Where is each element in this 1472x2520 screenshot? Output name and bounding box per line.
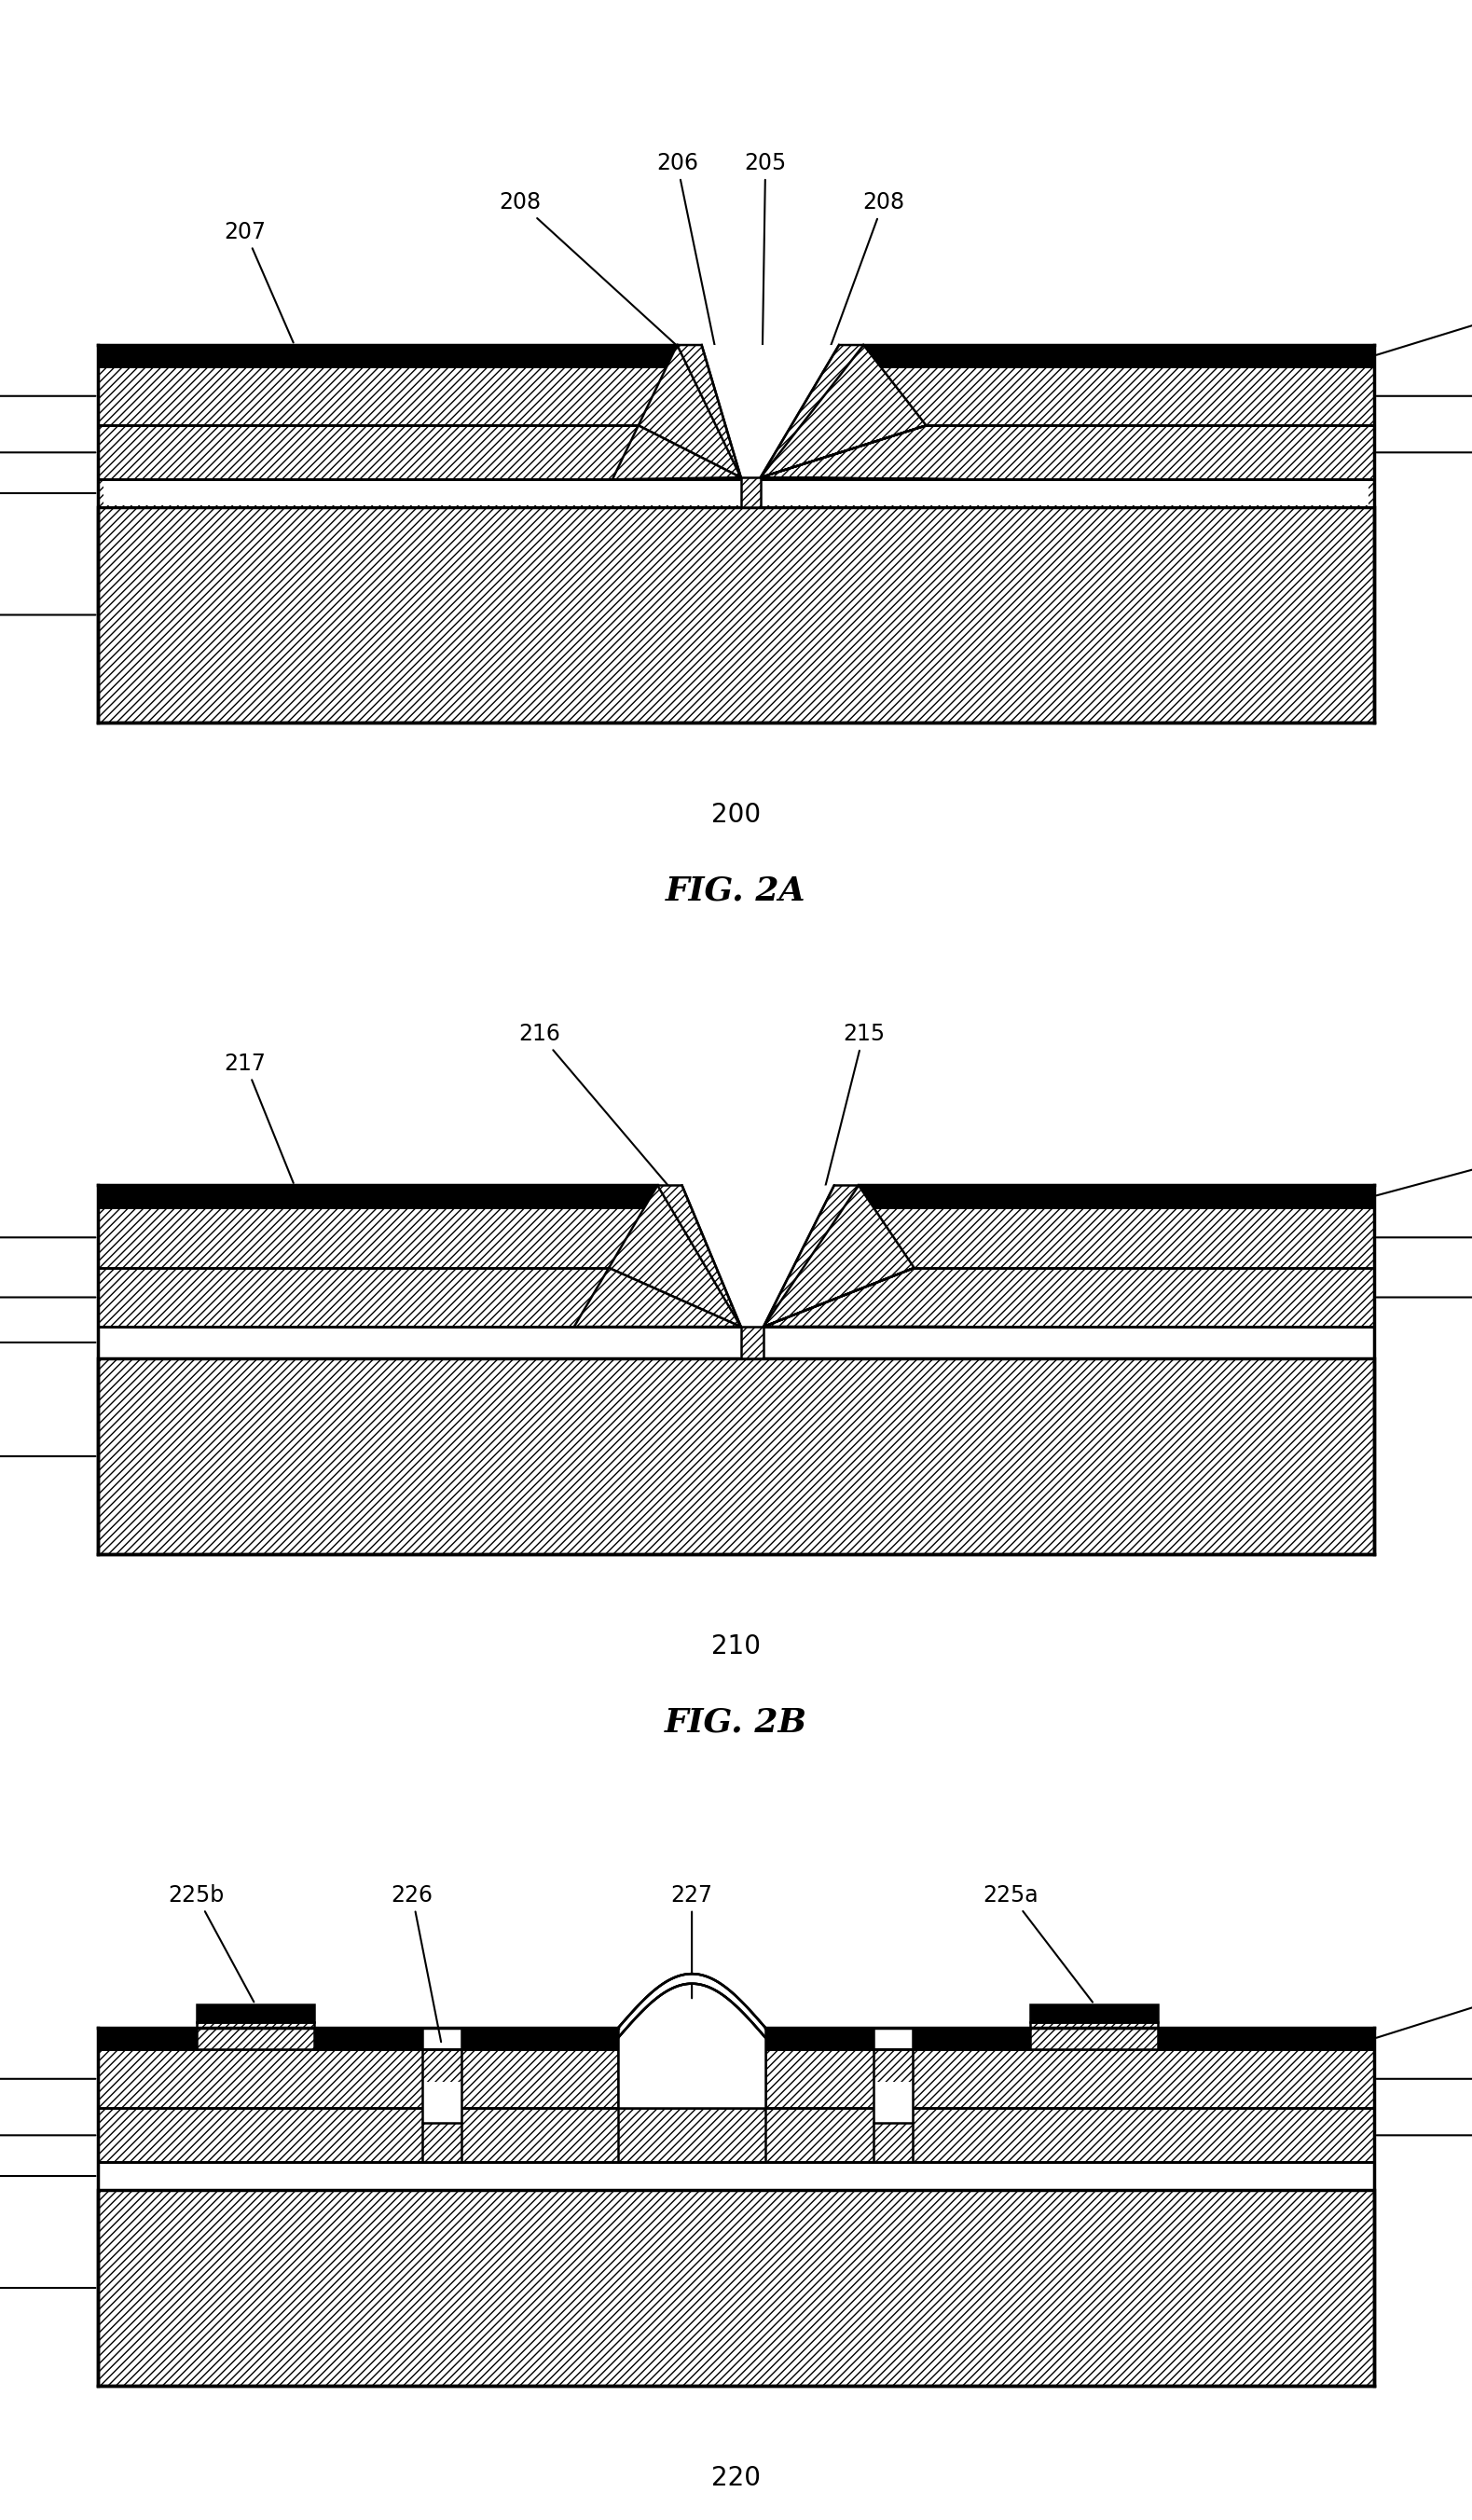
Bar — [314, 2029, 422, 2049]
Polygon shape — [761, 345, 926, 476]
Bar — [99, 1184, 658, 1207]
Text: 207: 207 — [224, 222, 293, 343]
Bar — [99, 426, 1373, 479]
Bar — [99, 2109, 1373, 2162]
Bar — [461, 2029, 618, 2049]
Text: 212: 212 — [0, 1331, 96, 1353]
Text: 211: 211 — [0, 1444, 96, 1467]
Text: 227: 227 — [671, 1885, 712, 1998]
Text: 223: 223 — [1376, 2124, 1472, 2147]
Text: 224: 224 — [0, 2066, 96, 2089]
Bar — [765, 2049, 1373, 2109]
Polygon shape — [612, 426, 740, 479]
Bar — [99, 365, 677, 426]
Text: 222: 222 — [0, 2165, 96, 2187]
Bar — [103, 2165, 1369, 2187]
Bar — [422, 2082, 461, 2162]
Text: 200: 200 — [711, 801, 761, 827]
Polygon shape — [658, 1184, 858, 1358]
Text: 224: 224 — [1376, 2066, 1472, 2089]
Text: 201: 201 — [0, 605, 96, 625]
Text: FIG. 2B: FIG. 2B — [665, 1706, 807, 1739]
Bar — [864, 345, 1373, 365]
Bar — [99, 507, 1373, 723]
Bar — [196, 2003, 314, 2021]
Text: 221: 221 — [0, 2276, 96, 2298]
Text: 216: 216 — [518, 1023, 671, 1189]
Bar — [99, 2029, 196, 2049]
Bar — [99, 1358, 1373, 1555]
Text: 215: 215 — [824, 1023, 885, 1187]
Text: 228: 228 — [1376, 1988, 1472, 2039]
Bar — [864, 365, 1373, 426]
Text: 214: 214 — [1376, 1227, 1472, 1247]
Bar — [1030, 2003, 1158, 2021]
Bar — [1158, 2029, 1373, 2049]
Bar — [99, 345, 677, 365]
Bar — [765, 2029, 873, 2049]
Bar — [740, 1326, 764, 1358]
Text: 223: 223 — [0, 2124, 96, 2147]
Text: 217: 217 — [1376, 1152, 1472, 1194]
Bar — [99, 1207, 658, 1268]
Polygon shape — [574, 1268, 740, 1326]
Text: 203: 203 — [1376, 441, 1472, 464]
Bar — [873, 2082, 913, 2162]
Bar — [99, 1268, 1373, 1326]
Text: 203: 203 — [0, 441, 96, 464]
Bar — [858, 1184, 1373, 1207]
Bar — [858, 1207, 1373, 1268]
Bar — [873, 2122, 913, 2162]
Bar — [1030, 2021, 1158, 2049]
Text: 206: 206 — [657, 151, 740, 471]
Text: 207: 207 — [1376, 305, 1472, 355]
Bar — [422, 2122, 461, 2162]
Bar — [103, 1328, 1369, 1356]
Text: 205: 205 — [745, 151, 786, 469]
Text: 204: 204 — [0, 386, 96, 408]
Bar — [99, 2049, 618, 2109]
Bar — [618, 2019, 765, 2109]
Text: 210: 210 — [711, 1633, 761, 1658]
Bar — [740, 476, 761, 507]
Text: 204: 204 — [1376, 386, 1472, 408]
Bar — [99, 479, 1373, 507]
Text: 208: 208 — [499, 192, 684, 353]
Polygon shape — [639, 345, 740, 476]
Polygon shape — [618, 1973, 765, 2039]
Text: 225b: 225b — [168, 1885, 253, 2001]
Text: 225a: 225a — [983, 1885, 1092, 2003]
Polygon shape — [764, 1268, 954, 1326]
Text: 208: 208 — [830, 192, 904, 348]
Text: 217: 217 — [224, 1053, 293, 1182]
Text: 226: 226 — [392, 1885, 442, 2041]
Text: 213: 213 — [1376, 1285, 1472, 1308]
Bar — [99, 2190, 1373, 2386]
Polygon shape — [677, 345, 864, 507]
Bar — [913, 2029, 1030, 2049]
Polygon shape — [761, 426, 969, 479]
Text: 202: 202 — [0, 481, 96, 504]
Text: 220: 220 — [711, 2465, 761, 2490]
Text: FIG. 2A: FIG. 2A — [665, 874, 807, 907]
Bar — [196, 2021, 314, 2049]
Text: 213: 213 — [0, 1285, 96, 1308]
Bar — [103, 481, 1369, 504]
Polygon shape — [609, 1184, 740, 1326]
Polygon shape — [764, 1184, 914, 1326]
Text: 214: 214 — [0, 1227, 96, 1247]
